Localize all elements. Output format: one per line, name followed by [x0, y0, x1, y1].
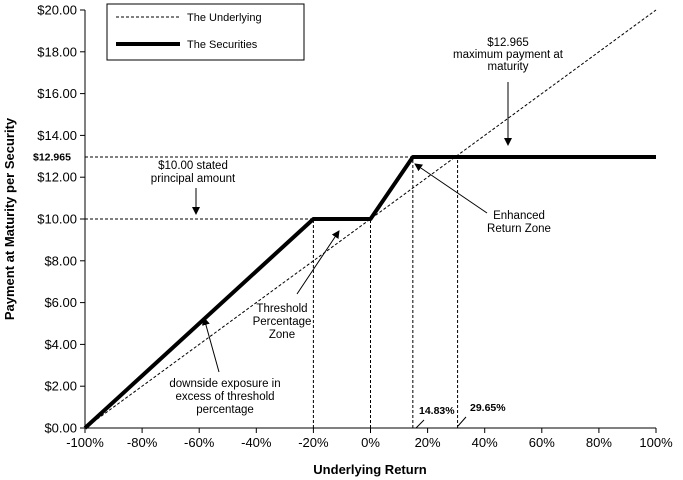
x-tick-label: -100%	[66, 435, 104, 450]
x-tick-label: 40%	[472, 435, 498, 450]
arrow-enhanced-return	[414, 163, 488, 214]
y-tick-label: $2.00	[44, 379, 77, 394]
x-marker-label-29-65: 29.65%	[470, 402, 506, 414]
legend: The Underlying The Securities	[106, 3, 305, 61]
annotation-max-payment: $12.965 maximum payment at maturity	[453, 37, 564, 73]
y-axis-title: Payment at Maturity per Security	[2, 117, 17, 320]
x-axis-title: Underlying Return	[313, 462, 426, 477]
annotation-downside-exposure: downside exposure in excess of threshold p…	[169, 378, 280, 416]
x-marker-label-14-83: 14.83%	[419, 405, 455, 417]
annotation-stated-principal: $10.00 stated principal amount	[151, 160, 236, 185]
x-tick-label: -20%	[298, 435, 329, 450]
x-tick-label: -60%	[184, 435, 215, 450]
y-tick-label: $16.00	[37, 86, 77, 101]
x-tick-label: 80%	[586, 435, 612, 450]
axes: -100% -80% -60% -40% -20% 0% 20% 40% 60% 80% 100% $…	[37, 3, 673, 451]
x-tick-label: 60%	[529, 435, 555, 450]
y-tick-label: $12.00	[37, 170, 77, 185]
x-tick-label: 20%	[415, 435, 441, 450]
reference-lines: $12.965	[33, 152, 459, 428]
y-tick-label: $10.00	[37, 212, 77, 227]
x-tick-label: 100%	[639, 435, 673, 450]
x-marker-leader	[457, 416, 467, 427]
annotations: $12.965 maximum payment at maturity $10.00 …	[151, 37, 564, 429]
arrow-downside-exposure	[202, 317, 220, 373]
annotation-enhanced-return: Enhanced Return Zone	[487, 210, 551, 235]
x-tick-label: -80%	[127, 435, 158, 450]
x-marker-leader	[415, 419, 425, 429]
y-tick-label: $8.00	[44, 253, 77, 268]
y-tick-label: $4.00	[44, 337, 77, 352]
x-tick-label: -40%	[241, 435, 272, 450]
legend-label-securities: The Securities	[187, 39, 258, 51]
series-layer	[83, 9, 657, 430]
reference-line-label: $12.965	[33, 152, 71, 164]
series-line-underlying	[84, 9, 657, 429]
y-tick-label: $14.00	[37, 128, 77, 143]
series-line-securities	[83, 155, 656, 430]
legend-box	[106, 3, 305, 61]
y-tick-label: $20.00	[37, 3, 77, 18]
annotation-threshold-zone: Threshold Percentage Zone	[253, 303, 312, 341]
y-tick-label: $18.00	[37, 44, 77, 59]
y-tick-label: $6.00	[44, 295, 77, 310]
legend-label-underlying: The Underlying	[187, 12, 262, 24]
x-tick-label: 0%	[361, 435, 380, 450]
arrow-threshold-zone	[296, 230, 340, 295]
y-tick-label: $0.00	[44, 421, 77, 436]
